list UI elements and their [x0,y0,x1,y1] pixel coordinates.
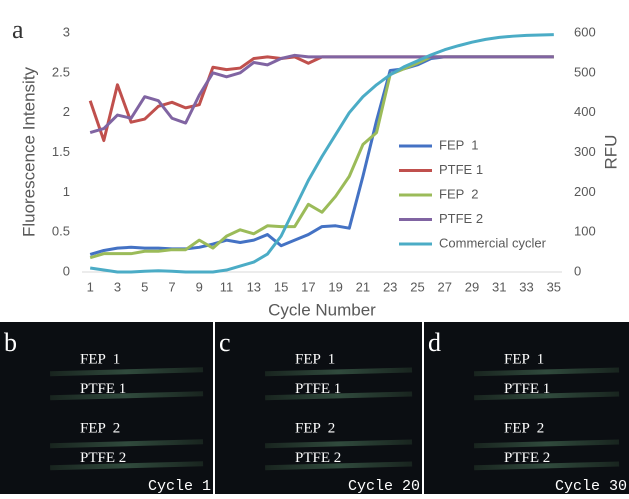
y-tick-label: 1 [63,184,70,199]
x-tick-label: 1 [87,279,94,294]
y2-tick-label: 300 [574,144,596,159]
panel-label: c [219,328,231,357]
panel-label: a [12,15,24,44]
x-tick-label: 7 [168,279,175,294]
cycle-caption: Cycle 20 [348,478,420,494]
x-tick-label: 29 [465,279,479,294]
tube-label: PTFE 1 [80,381,126,397]
tube-label: PTFE 1 [295,381,341,397]
legend-label: PTFE 2 [439,211,483,226]
page: {"chart_data": {"type": "line", "panel_l… [0,0,629,494]
x-tick-label: 11 [220,279,234,294]
tube-label: FEP 1 [504,351,544,367]
x-tick-label: 17 [301,279,315,294]
y-tick-label: 2 [63,104,70,119]
tube-label: FEP 2 [80,420,120,436]
y2-tick-label: 0 [574,263,581,278]
y-axis-title: Fluorescence Intensity [19,66,38,237]
tube-label: PTFE 2 [80,450,126,466]
y2-tick-label: 600 [574,24,596,39]
tube-label: FEP 1 [295,351,335,367]
tube-label: FEP 2 [295,420,335,436]
x-tick-label: 31 [492,279,506,294]
image-panels: b FEP 1 PTFE 1 FEP 2 PTFE 2 Cycle 1 c FEP 1 PTFE… [0,322,629,494]
x-tick-label: 33 [519,279,533,294]
x-tick-label: 3 [114,279,121,294]
tube-label: PTFE 1 [504,381,550,397]
y2-tick-label: 100 [574,224,596,239]
x-axis-title: Cycle Number [268,300,376,319]
y-tick-label: 1.5 [52,144,70,159]
cycle-caption: Cycle 1 [148,478,211,494]
cycle-caption: Cycle 30 [555,478,627,494]
x-tick-label: 23 [383,279,397,294]
x-tick-label: 15 [274,279,288,294]
legend-label: Commercial cycler [439,235,547,250]
figure: a Fluorescence Intensity RFU Cycle Numbe… [0,0,629,494]
legend-label: FEP 1 [439,137,479,152]
tube-label: PTFE 2 [504,450,550,466]
y2-axis-title: RFU [601,135,620,170]
panel-label: d [428,328,441,357]
y-tick-label: 2.5 [52,64,70,79]
series-line [90,57,554,141]
x-tick-label: 9 [196,279,203,294]
series-line [90,55,554,132]
x-tick-label: 27 [437,279,451,294]
y2-tick-label: 200 [574,184,596,199]
x-tick-label: 13 [247,279,261,294]
tube-label: FEP 2 [504,420,544,436]
legend-label: PTFE 1 [439,162,483,177]
x-tick-label: 21 [356,279,370,294]
x-tick-label: 5 [141,279,148,294]
tube-label: FEP 1 [80,351,120,367]
legend-label: FEP 2 [439,186,479,201]
x-tick-label: 35 [547,279,561,294]
y-tick-label: 3 [63,24,70,39]
y-tick-label: 0 [63,263,70,278]
x-tick-label: 19 [328,279,342,294]
y2-tick-label: 400 [574,104,596,119]
y2-tick-label: 500 [574,64,596,79]
x-tick-label: 25 [410,279,424,294]
panel-label: b [4,328,17,357]
tube-label: PTFE 2 [295,450,341,466]
y-tick-label: 0.5 [52,224,70,239]
